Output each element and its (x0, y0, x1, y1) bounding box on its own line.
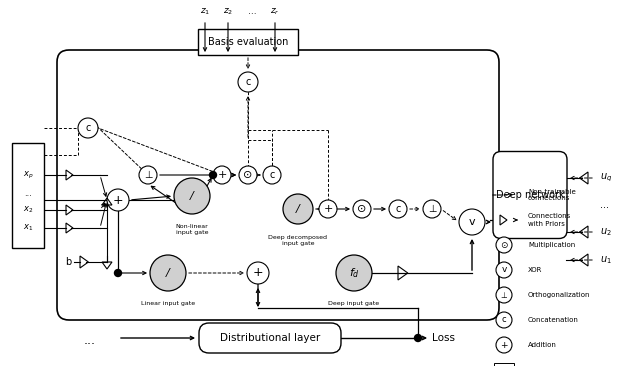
Text: Concatenation: Concatenation (528, 317, 579, 323)
Text: c: c (85, 123, 91, 133)
Text: Connections
with Priors: Connections with Priors (528, 213, 572, 227)
Text: /: / (166, 268, 170, 278)
Circle shape (423, 200, 441, 218)
Text: +: + (323, 204, 333, 214)
Bar (198, 29, 298, 55)
Text: Loss: Loss (432, 333, 455, 343)
Text: Basis evaluation: Basis evaluation (208, 37, 288, 47)
Text: v: v (501, 265, 507, 274)
Circle shape (496, 312, 512, 328)
Circle shape (239, 166, 257, 184)
Circle shape (213, 166, 231, 184)
Circle shape (353, 200, 371, 218)
Circle shape (496, 262, 512, 278)
Text: ⊙: ⊙ (243, 170, 253, 180)
Circle shape (459, 209, 485, 235)
Text: Addition: Addition (528, 342, 557, 348)
Text: $z_r$: $z_r$ (270, 7, 280, 17)
Circle shape (389, 200, 407, 218)
Text: $z_2$: $z_2$ (223, 7, 233, 17)
Bar (494, 363, 514, 366)
Circle shape (174, 178, 210, 214)
Circle shape (209, 172, 216, 179)
Text: Multiplication: Multiplication (528, 242, 575, 248)
Bar (12, 142, 44, 247)
Text: b: b (65, 257, 71, 267)
Text: $x_2$: $x_2$ (23, 205, 33, 215)
Text: /: / (190, 191, 194, 201)
Circle shape (496, 337, 512, 353)
Text: /: / (296, 204, 300, 214)
Circle shape (283, 194, 313, 224)
Text: +: + (500, 340, 508, 350)
Text: Deep network: Deep network (496, 190, 564, 200)
Circle shape (415, 335, 422, 341)
Circle shape (496, 237, 512, 253)
Text: ⊥: ⊥ (500, 291, 508, 299)
FancyBboxPatch shape (493, 152, 567, 239)
Text: ⊙: ⊙ (357, 204, 367, 214)
Text: ⊥: ⊥ (428, 204, 436, 214)
FancyBboxPatch shape (199, 323, 341, 353)
Text: c: c (245, 77, 251, 87)
Text: Non-trainable
connections: Non-trainable connections (528, 188, 576, 202)
Text: Deep input gate: Deep input gate (328, 301, 380, 306)
Text: Orthogonalization: Orthogonalization (528, 292, 591, 298)
Text: ⊥: ⊥ (144, 170, 152, 180)
Circle shape (150, 255, 186, 291)
Text: $x_1$: $x_1$ (23, 223, 33, 233)
Text: Non-linear
input gate: Non-linear input gate (175, 224, 209, 235)
Text: $u_q$: $u_q$ (600, 172, 612, 184)
Text: Deep decomposed
input gate: Deep decomposed input gate (269, 235, 328, 246)
Text: $z_1$: $z_1$ (200, 7, 210, 17)
Text: ...: ... (84, 333, 96, 347)
Text: Linear input gate: Linear input gate (141, 301, 195, 306)
Circle shape (238, 72, 258, 92)
Text: $f_d$: $f_d$ (349, 266, 360, 280)
Text: ...: ... (24, 188, 32, 198)
Circle shape (263, 166, 281, 184)
Circle shape (78, 118, 98, 138)
Text: ⊙: ⊙ (500, 240, 508, 250)
Text: +: + (113, 194, 124, 206)
Text: +: + (253, 266, 263, 280)
Circle shape (247, 262, 269, 284)
Circle shape (107, 189, 129, 211)
Circle shape (115, 269, 122, 276)
Text: c: c (502, 315, 506, 325)
Text: $u_1$: $u_1$ (600, 254, 612, 266)
Text: c: c (396, 204, 401, 214)
Text: c: c (269, 170, 275, 180)
Text: ...: ... (248, 7, 256, 16)
Text: $u_2$: $u_2$ (600, 226, 612, 238)
Text: XOR: XOR (528, 267, 542, 273)
Text: Distributional layer: Distributional layer (220, 333, 320, 343)
Text: ...: ... (600, 200, 609, 210)
Text: $x_p$: $x_p$ (22, 169, 33, 180)
Circle shape (139, 166, 157, 184)
Circle shape (336, 255, 372, 291)
Circle shape (319, 200, 337, 218)
Circle shape (496, 287, 512, 303)
Text: +: + (218, 170, 227, 180)
Text: v: v (468, 217, 476, 227)
